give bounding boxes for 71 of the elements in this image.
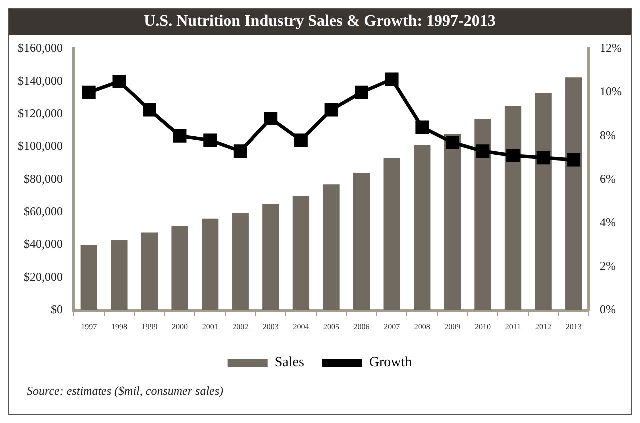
bar xyxy=(414,145,431,310)
bar xyxy=(141,232,158,310)
legend-label: Growth xyxy=(369,356,412,371)
y2-tick-label: 8% xyxy=(600,128,616,142)
point xyxy=(355,86,368,100)
x-tick-label: 2002 xyxy=(232,322,249,332)
bar xyxy=(292,196,310,310)
point xyxy=(264,112,278,126)
point xyxy=(143,103,156,117)
y2-tick-label: 6% xyxy=(600,172,616,186)
bar xyxy=(202,218,219,310)
x-tick-label: 2004 xyxy=(293,322,310,332)
y-tick-label: $160,000 xyxy=(18,41,63,56)
bar xyxy=(504,106,522,310)
point xyxy=(173,129,187,143)
point xyxy=(385,72,399,86)
bar xyxy=(444,134,462,310)
x-tick-label: 2011 xyxy=(505,322,522,332)
x-tick-label: 2006 xyxy=(354,322,370,332)
y-tick-label: $40,000 xyxy=(24,237,63,252)
x-tick-label: 2010 xyxy=(474,322,491,332)
y2-tick-label: 4% xyxy=(600,215,616,230)
x-tick-label: 1998 xyxy=(111,322,128,332)
legend-label: Sales xyxy=(274,356,304,371)
point xyxy=(82,86,96,100)
bar xyxy=(474,119,492,310)
point xyxy=(204,134,218,148)
bar xyxy=(232,213,249,310)
point xyxy=(567,153,581,167)
y-tick-label: $80,000 xyxy=(24,172,63,186)
point xyxy=(506,149,520,162)
bar xyxy=(80,245,98,310)
x-tick-label: 2013 xyxy=(566,322,582,332)
point xyxy=(324,103,338,117)
point xyxy=(476,144,490,158)
bar xyxy=(262,204,280,310)
x-tick-label: 2001 xyxy=(202,322,218,332)
x-tick-label: 2000 xyxy=(172,322,188,332)
bar xyxy=(353,173,370,310)
y-tick-label: $140,000 xyxy=(18,74,63,88)
x-tick-label: 2007 xyxy=(384,322,400,332)
point xyxy=(446,136,460,150)
y2-tick-label: 10% xyxy=(600,84,622,99)
x-tick-label: 1997 xyxy=(81,322,98,332)
x-tick-label: 2008 xyxy=(414,322,430,332)
bar xyxy=(323,184,340,310)
x-tick-label: 2009 xyxy=(444,322,461,332)
y-tick-label: $100,000 xyxy=(18,139,63,154)
bar xyxy=(111,240,128,310)
bar xyxy=(566,78,582,310)
point xyxy=(536,151,550,165)
point xyxy=(294,134,308,148)
x-tick-label: 2003 xyxy=(262,322,279,332)
y-tick-label: $60,000 xyxy=(24,204,63,219)
source-note: Source: estimates ($mil, consumer sales) xyxy=(26,384,225,399)
x-tick-label: 1999 xyxy=(142,322,158,332)
bar xyxy=(172,226,188,310)
point xyxy=(112,74,126,88)
point xyxy=(416,120,430,134)
x-tick-label: 2005 xyxy=(324,322,340,332)
y-tick-label: $0 xyxy=(51,302,63,317)
chart-title: U.S. Nutrition Industry Sales & Growth: 1997-2013 xyxy=(9,9,631,35)
x-tick-label: 2012 xyxy=(536,322,552,332)
point xyxy=(234,144,248,158)
bar xyxy=(384,158,400,310)
y-tick-label: $120,000 xyxy=(18,106,63,121)
y2-tick-label: 0% xyxy=(600,302,616,317)
y2-tick-label: 2% xyxy=(600,258,616,273)
y-tick-label: $20,000 xyxy=(24,270,63,284)
y2-tick-label: 12% xyxy=(600,41,622,56)
bar xyxy=(535,93,552,310)
